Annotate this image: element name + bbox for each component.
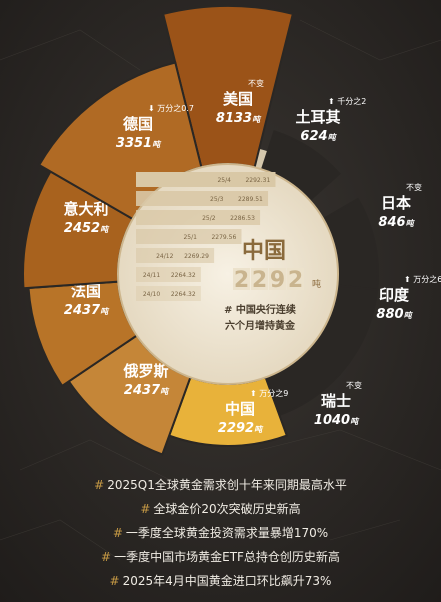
month-bar-value: 2289.51 xyxy=(238,196,263,203)
center-subtitle-line2: 六个月增持黄金 xyxy=(225,319,296,332)
center-digit-boxes: 2 2 9 2 xyxy=(233,268,304,293)
month-bar-value: 2264.32 xyxy=(171,272,196,279)
segment-name: 中国 xyxy=(225,400,255,418)
center-digit-1: 2 xyxy=(234,268,249,293)
month-bar: 24/11 2264.32 xyxy=(136,267,201,282)
center-unit: 吨 xyxy=(312,278,321,290)
key-fact-text: 一季度中国市场黄金ETF总持仓创历史新高 xyxy=(114,550,340,564)
month-bar-value: 2264.32 xyxy=(171,291,196,298)
month-bar-rect xyxy=(136,248,215,263)
segment-印度: ⬆ 万分之6 印度 880吨 xyxy=(308,274,441,376)
month-bar-label: 25/2 xyxy=(202,215,216,222)
segment-change: 不变 xyxy=(406,182,422,192)
month-bar-value: 2279.56 xyxy=(211,234,236,241)
segment-name: 瑞士 xyxy=(321,392,351,410)
segment-value: 2292吨 xyxy=(218,421,264,436)
segment-value: 2437吨 xyxy=(64,303,110,318)
month-bar: 25/1 2279.56 xyxy=(136,229,242,244)
china-monthly-bars: 25/4 2292.31 25/3 2289.51 25/2 2286.53 25/1 227… xyxy=(136,172,276,301)
month-bar-label: 24/10 xyxy=(143,291,160,298)
segment-value: 8133吨 xyxy=(216,111,262,126)
digit-box-1 xyxy=(233,268,250,290)
center-digit-3: 9 xyxy=(270,268,285,293)
segment-name: 美国 xyxy=(223,90,253,108)
segment-change: 不变 xyxy=(248,78,264,88)
center-digit-4: 2 xyxy=(288,268,303,293)
month-bar-rect xyxy=(136,191,269,206)
month-bar-rect xyxy=(136,210,261,225)
month-bar-rect xyxy=(136,229,242,244)
month-bar: 25/3 2289.51 xyxy=(136,191,269,206)
month-bar-rect xyxy=(136,172,276,187)
key-fact: #2025年4月中国黄金进口环比飙升73% xyxy=(0,569,441,593)
key-facts-list: #2025Q1全球黄金需求创十年来同期最高水平 # 全球金价20次突破历史新高 #… xyxy=(0,473,441,593)
key-fact: # 一季度全球黄金投资需求量暴增170% xyxy=(0,521,441,545)
digit-box-2 xyxy=(251,268,268,290)
segment-change: 不变 xyxy=(346,380,362,390)
center-subtitle-line1: # 中国央行连续 xyxy=(224,303,296,316)
month-bar-label: 25/3 xyxy=(210,196,224,203)
segment-name: 土耳其 xyxy=(295,108,340,126)
key-fact: #2025Q1全球黄金需求创十年来同期最高水平 xyxy=(0,473,441,497)
segment-value: 880吨 xyxy=(376,307,413,322)
segment-value: 846吨 xyxy=(378,215,415,230)
segment-change: ⬆ 万分之6 xyxy=(404,274,441,284)
month-bar-value: 2286.53 xyxy=(230,215,255,222)
center-digit-2: 2 xyxy=(252,268,267,293)
digit-box-3 xyxy=(269,268,286,290)
hash-icon: # xyxy=(140,502,151,516)
digit-box-4 xyxy=(287,268,304,290)
month-bar-label: 25/4 xyxy=(217,177,231,184)
month-bar: 25/4 2292.31 xyxy=(136,172,276,187)
hash-icon: # xyxy=(109,574,120,588)
key-fact-text: 全球金价20次突破历史新高 xyxy=(153,502,301,516)
segment-change: ⬆ 千分之2 xyxy=(328,96,366,106)
segment-name: 德国 xyxy=(123,115,153,133)
segment-意大利: 不变意大利2452吨 xyxy=(22,170,135,290)
key-fact: # 全球金价20次突破历史新高 xyxy=(0,497,441,521)
month-bar-rect xyxy=(136,286,201,301)
segment-name: 法国 xyxy=(71,282,101,300)
segment-name: 意大利 xyxy=(63,200,108,218)
center-title: 中国 xyxy=(242,239,286,264)
key-fact-text: 2025年4月中国黄金进口环比飙升73% xyxy=(122,574,332,588)
segment-change: ⬆ 万分之9 xyxy=(250,388,288,398)
month-bar-rect xyxy=(136,267,201,282)
segment-name: 日本 xyxy=(381,194,411,212)
key-fact-text: 一季度全球黄金投资需求量暴增170% xyxy=(125,526,329,540)
key-fact: # 一季度中国市场黄金ETF总持仓创历史新高 xyxy=(0,545,441,569)
segment-中国: ⬆ 万分之9 中国 2292吨 xyxy=(167,376,288,447)
segment-value: 2452吨 xyxy=(64,221,110,236)
segment-value: 2437吨 xyxy=(124,383,170,398)
month-bar-label: 25/1 xyxy=(183,234,197,241)
month-bar: 24/12 2269.29 xyxy=(136,248,215,263)
month-bar-value: 2292.31 xyxy=(245,177,270,184)
hash-icon: # xyxy=(101,550,112,564)
month-bar: 25/2 2286.53 xyxy=(136,210,261,225)
segment-value: 1040吨 xyxy=(314,413,360,428)
segment-value: 624吨 xyxy=(300,129,337,144)
segment-name: 印度 xyxy=(379,286,410,304)
key-fact-text: 2025Q1全球黄金需求创十年来同期最高水平 xyxy=(107,478,347,492)
segment-土耳其: ⬆ 千分之2 土耳其 624吨 xyxy=(260,96,366,202)
month-bar: 24/10 2264.32 xyxy=(136,286,201,301)
month-bar-value: 2269.29 xyxy=(184,253,209,260)
month-bar-label: 24/11 xyxy=(143,272,160,279)
hash-icon: # xyxy=(112,526,123,540)
hash-icon: # xyxy=(94,478,105,492)
segment-change: ⬇ 万分之0.7 xyxy=(148,103,194,113)
month-bar-label: 24/12 xyxy=(156,253,173,260)
china-center-panel: 25/4 2292.31 25/3 2289.51 25/2 2286.53 25/1 227… xyxy=(117,163,339,385)
segment-value: 3351吨 xyxy=(116,136,162,151)
segment-name: 俄罗斯 xyxy=(122,362,168,380)
